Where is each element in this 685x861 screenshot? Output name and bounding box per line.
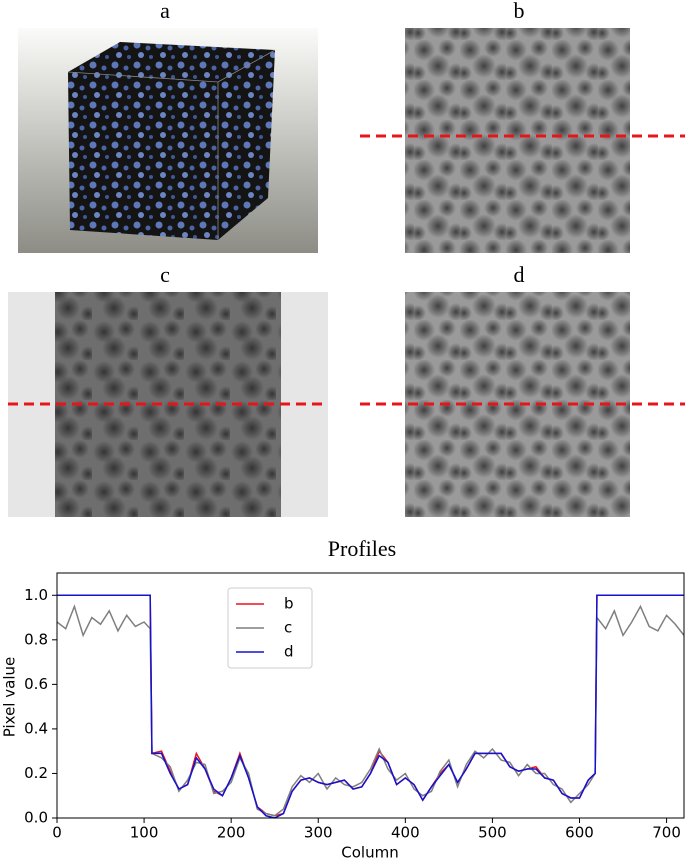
x-tick-label: 200	[217, 824, 246, 842]
x-tick-label: 300	[304, 824, 333, 842]
y-tick-label: 0.2	[24, 764, 48, 782]
panel-label: c	[160, 262, 170, 287]
legend-label: b	[284, 595, 294, 613]
y-tick-label: 0.6	[24, 675, 48, 693]
y-tick-label: 1.0	[24, 586, 48, 604]
x-tick-label: 600	[565, 824, 594, 842]
plot-frame	[56, 572, 685, 819]
panel-image	[405, 28, 630, 253]
x-tick-label: 700	[652, 824, 681, 842]
panel-label: b	[514, 0, 525, 23]
y-tick-label: 0.8	[24, 630, 48, 648]
x-tick-label: 100	[130, 824, 159, 842]
panel-label: d	[514, 262, 525, 287]
y-tick-label: 0.0	[24, 809, 48, 827]
series-line	[57, 594, 684, 819]
cube	[68, 42, 275, 240]
legend-label: d	[284, 643, 294, 661]
y-tick-label: 0.4	[24, 719, 48, 737]
x-tick-label: 0	[52, 824, 62, 842]
panel-label: a	[160, 0, 170, 23]
x-tick-label: 400	[391, 824, 420, 842]
legend-label: c	[284, 619, 292, 637]
panel-image	[405, 292, 630, 517]
x-tick-label: 500	[478, 824, 507, 842]
legend-box	[227, 587, 313, 669]
chart-title: Profiles	[328, 536, 396, 561]
x-axis-label: Column	[341, 844, 398, 861]
y-axis-label: Pixel value	[1, 657, 19, 737]
